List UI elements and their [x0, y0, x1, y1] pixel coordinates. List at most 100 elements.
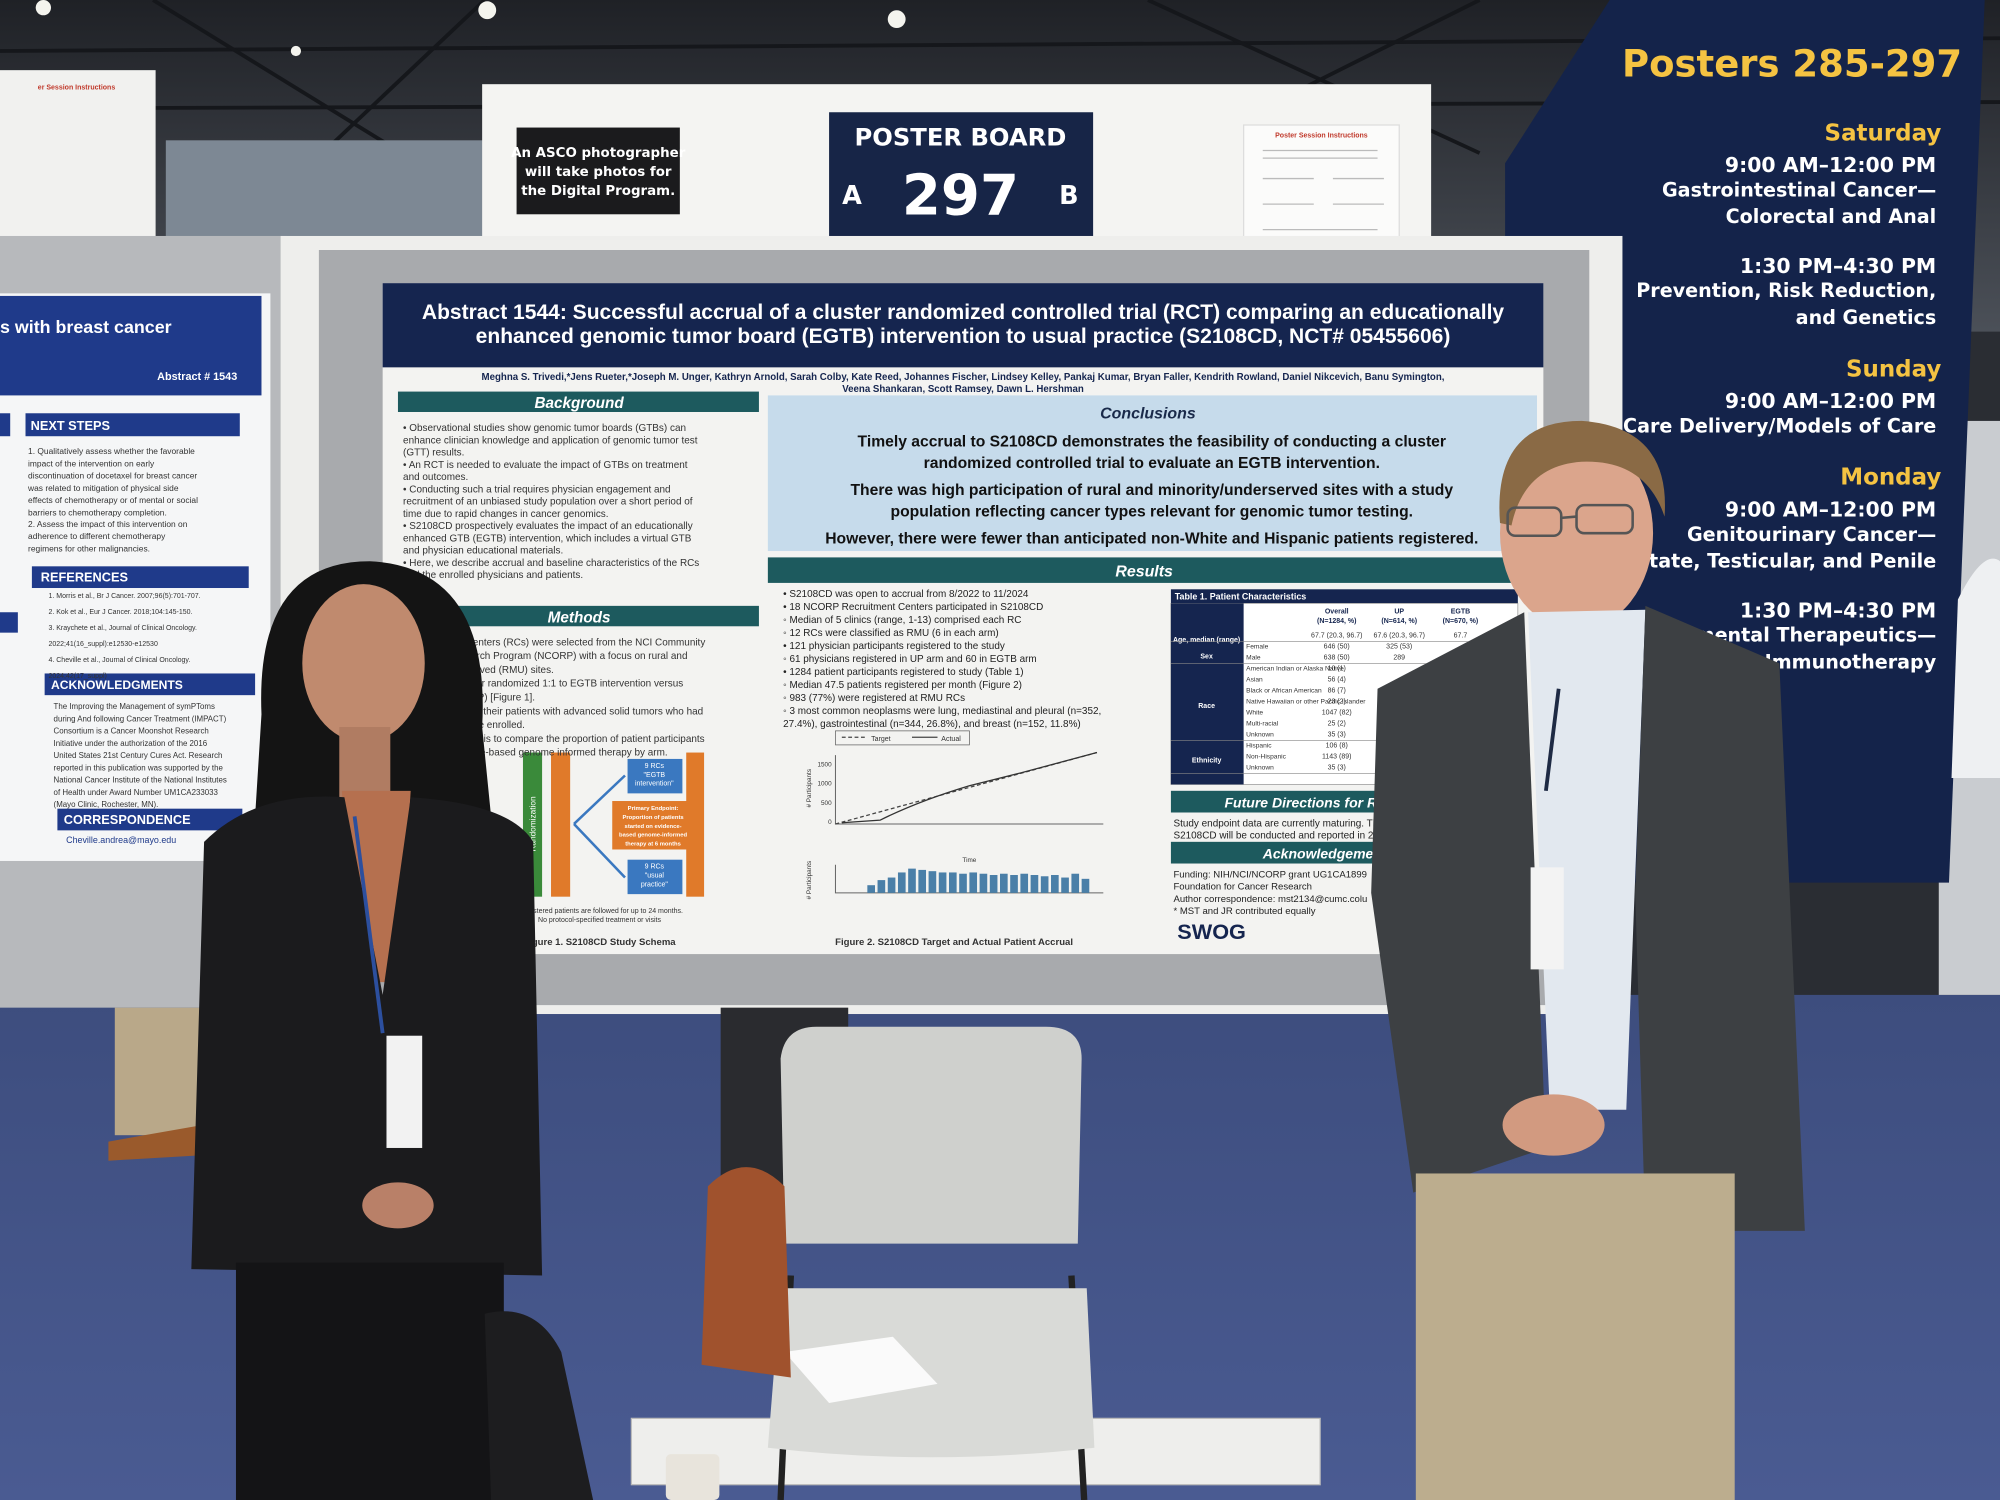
schema-label: started on evidence- [625, 824, 682, 830]
table-cell: 1143 (89) [1322, 753, 1351, 760]
acknowledgement-line: Author correspondence: mst2134@cumc.colu [1173, 894, 1367, 905]
background-line: • S2108CD prospectively evaluates the im… [403, 521, 693, 532]
conclusion-line: Timely accrual to S2108CD demonstrates t… [858, 433, 1446, 450]
lanyard [1544, 688, 1561, 792]
swog-logo: SWOG [1177, 919, 1246, 944]
schema-label: based genome-informed [619, 833, 687, 839]
schema-note: *Registered patients are followed for up… [516, 908, 683, 915]
left-poster-title: s with breast cancer [0, 317, 172, 337]
section-bar [44, 673, 256, 696]
table-group-column [1170, 603, 1244, 785]
axis-label: # Participants [806, 769, 813, 808]
badge [1530, 867, 1564, 970]
conclusions-box [767, 395, 1537, 552]
chair [665, 1026, 1095, 1500]
section-heading: Background [534, 395, 624, 412]
section-heading: Conclusions [1100, 405, 1196, 422]
schedule-time: 9:00 AM–12:00 PM [1725, 389, 1936, 413]
background-line: and outcomes. [403, 472, 468, 483]
axis-tick-label: 1000 [817, 781, 832, 788]
background-line: • Here, we describe accrual and baseline… [403, 558, 699, 569]
schema-label: practice" [641, 881, 669, 888]
table-row-label: Male [1246, 655, 1261, 662]
schema-label: 9 RCs [645, 864, 665, 871]
background-line: recruitment of an unbiased study populat… [403, 497, 693, 508]
table-row-label: Black or African American [1246, 688, 1322, 695]
figure-caption: Figure 2. S2108CD Target and Actual Pati… [835, 937, 1073, 948]
next-step-line: 1. Qualitatively assess whether the favo… [28, 446, 195, 456]
results-line: • S2108CD was open to accrual from 8/202… [783, 589, 1029, 600]
photographer-note: the Digital Program. [521, 184, 675, 199]
acknowledgment-line: National Cancer Institute of the Nationa… [54, 776, 227, 785]
schedule-time: 9:00 AM–12:00 PM [1725, 153, 1936, 177]
section-bar [0, 413, 11, 437]
instruction-sheet [1242, 124, 1400, 243]
reference-line: 2024;42(17_suppl) [48, 673, 106, 680]
background-line: and physician educational materials. [403, 546, 563, 557]
instruction-sheet [0, 70, 156, 243]
next-step-line: effects of chemotherapy or of mental or … [28, 495, 198, 505]
table-header: EGTB [1451, 609, 1470, 616]
blazer [191, 796, 543, 1276]
conclusion-line: There was high participation of rural an… [850, 482, 1453, 499]
table-row-label: Unknown [1246, 731, 1274, 738]
schema-box [612, 801, 696, 850]
table-header: UP [1394, 609, 1404, 616]
table-cell: 10 (1) [1328, 666, 1346, 673]
bars [867, 868, 1090, 893]
hands [362, 1182, 434, 1229]
instructions-title: Poster Session Instructions [1275, 133, 1368, 140]
background-line: and the enrolled physicians and patients… [403, 570, 583, 581]
acknowledgement-line: Funding: NIH/NCI/NCORP grant UG1CA1899 [1173, 870, 1367, 881]
methods-line: receiving evidence-based genome informed… [403, 748, 668, 759]
acknowledgement-line: * MST and JR contributed equally [1173, 906, 1315, 917]
table-cell: 638 (50) [1324, 655, 1350, 662]
background-person [1951, 558, 2000, 779]
jacket-right [1635, 605, 1805, 1231]
section-bar [0, 612, 18, 633]
conclusion-line: However, there were fewer than anticipat… [825, 530, 1478, 547]
table-header: (N=1284, %) [1317, 618, 1357, 625]
schedule-topic: Genitourinary Cancer— [1687, 523, 1936, 546]
schedule-topic: Care Delivery/Models of Care [1623, 414, 1936, 437]
methods-line: • Oncologists and their patients with ad… [403, 706, 703, 717]
section-heading: NEXT STEPS [31, 418, 110, 433]
schedule-topic: Gastrointestinal Cancer— [1662, 178, 1936, 201]
table-row-label: White [1246, 710, 1263, 717]
schema-label: intervention" [635, 781, 674, 788]
background-line: enhance clinician knowledge and applicat… [403, 435, 698, 446]
section-heading: ACKNOWLEDGMENTS [51, 678, 183, 692]
table-cell: 646 (50) [1324, 644, 1350, 651]
table-cell: 25 (2) [1328, 721, 1346, 728]
schedule-topic: ostate, Testicular, and Penile [1625, 550, 1937, 573]
table-cell: 67.7 (20.3, 96.7) [1311, 633, 1362, 640]
legend-label: Target [871, 736, 891, 743]
section-bar [397, 391, 759, 412]
results-line: 27.4%), gastrointestinal (n=344, 26.8%),… [783, 719, 1081, 730]
reference-line: 1. Morris et al., Br J Cancer. 2007;96(5… [48, 593, 200, 600]
next-step-line: barriers to chemotherapy completion. [28, 507, 167, 517]
section-heading: Future Directions for Re [1224, 794, 1385, 810]
future-line: S2108CD will be conducted and reported i… [1173, 831, 1385, 842]
methods-line: • Recruitment Centers (RCs) were selecte… [403, 637, 705, 648]
cup [665, 1454, 720, 1500]
schema-box [551, 752, 571, 897]
schema-label: Primary Endpoint: [628, 806, 679, 812]
table-row-label: Native Hawaiian or other Pacific Islande… [1246, 699, 1366, 706]
table-cell: 86 (7) [1328, 688, 1346, 695]
results-line: ◦ 3 most common neoplasms were lung, med… [783, 706, 1101, 717]
methods-line: • The primary aim is to compare the prop… [403, 734, 705, 745]
bag [701, 1167, 791, 1378]
table-row-label: American Indian or Alaska Native [1246, 666, 1344, 673]
axis-tick-label: 0 [828, 819, 832, 826]
conclusion-line: randomized controlled trial to evaluate … [924, 455, 1380, 472]
lanyard [352, 816, 385, 1034]
paper [784, 1336, 938, 1404]
schema-label: 9 RCs [645, 763, 665, 770]
conclusion-line: population reflecting cancer types relev… [891, 504, 1414, 521]
section-bar [31, 566, 249, 589]
instructions-title: er Session Instructions [38, 84, 116, 91]
face [302, 584, 425, 743]
schema-box [686, 752, 705, 897]
